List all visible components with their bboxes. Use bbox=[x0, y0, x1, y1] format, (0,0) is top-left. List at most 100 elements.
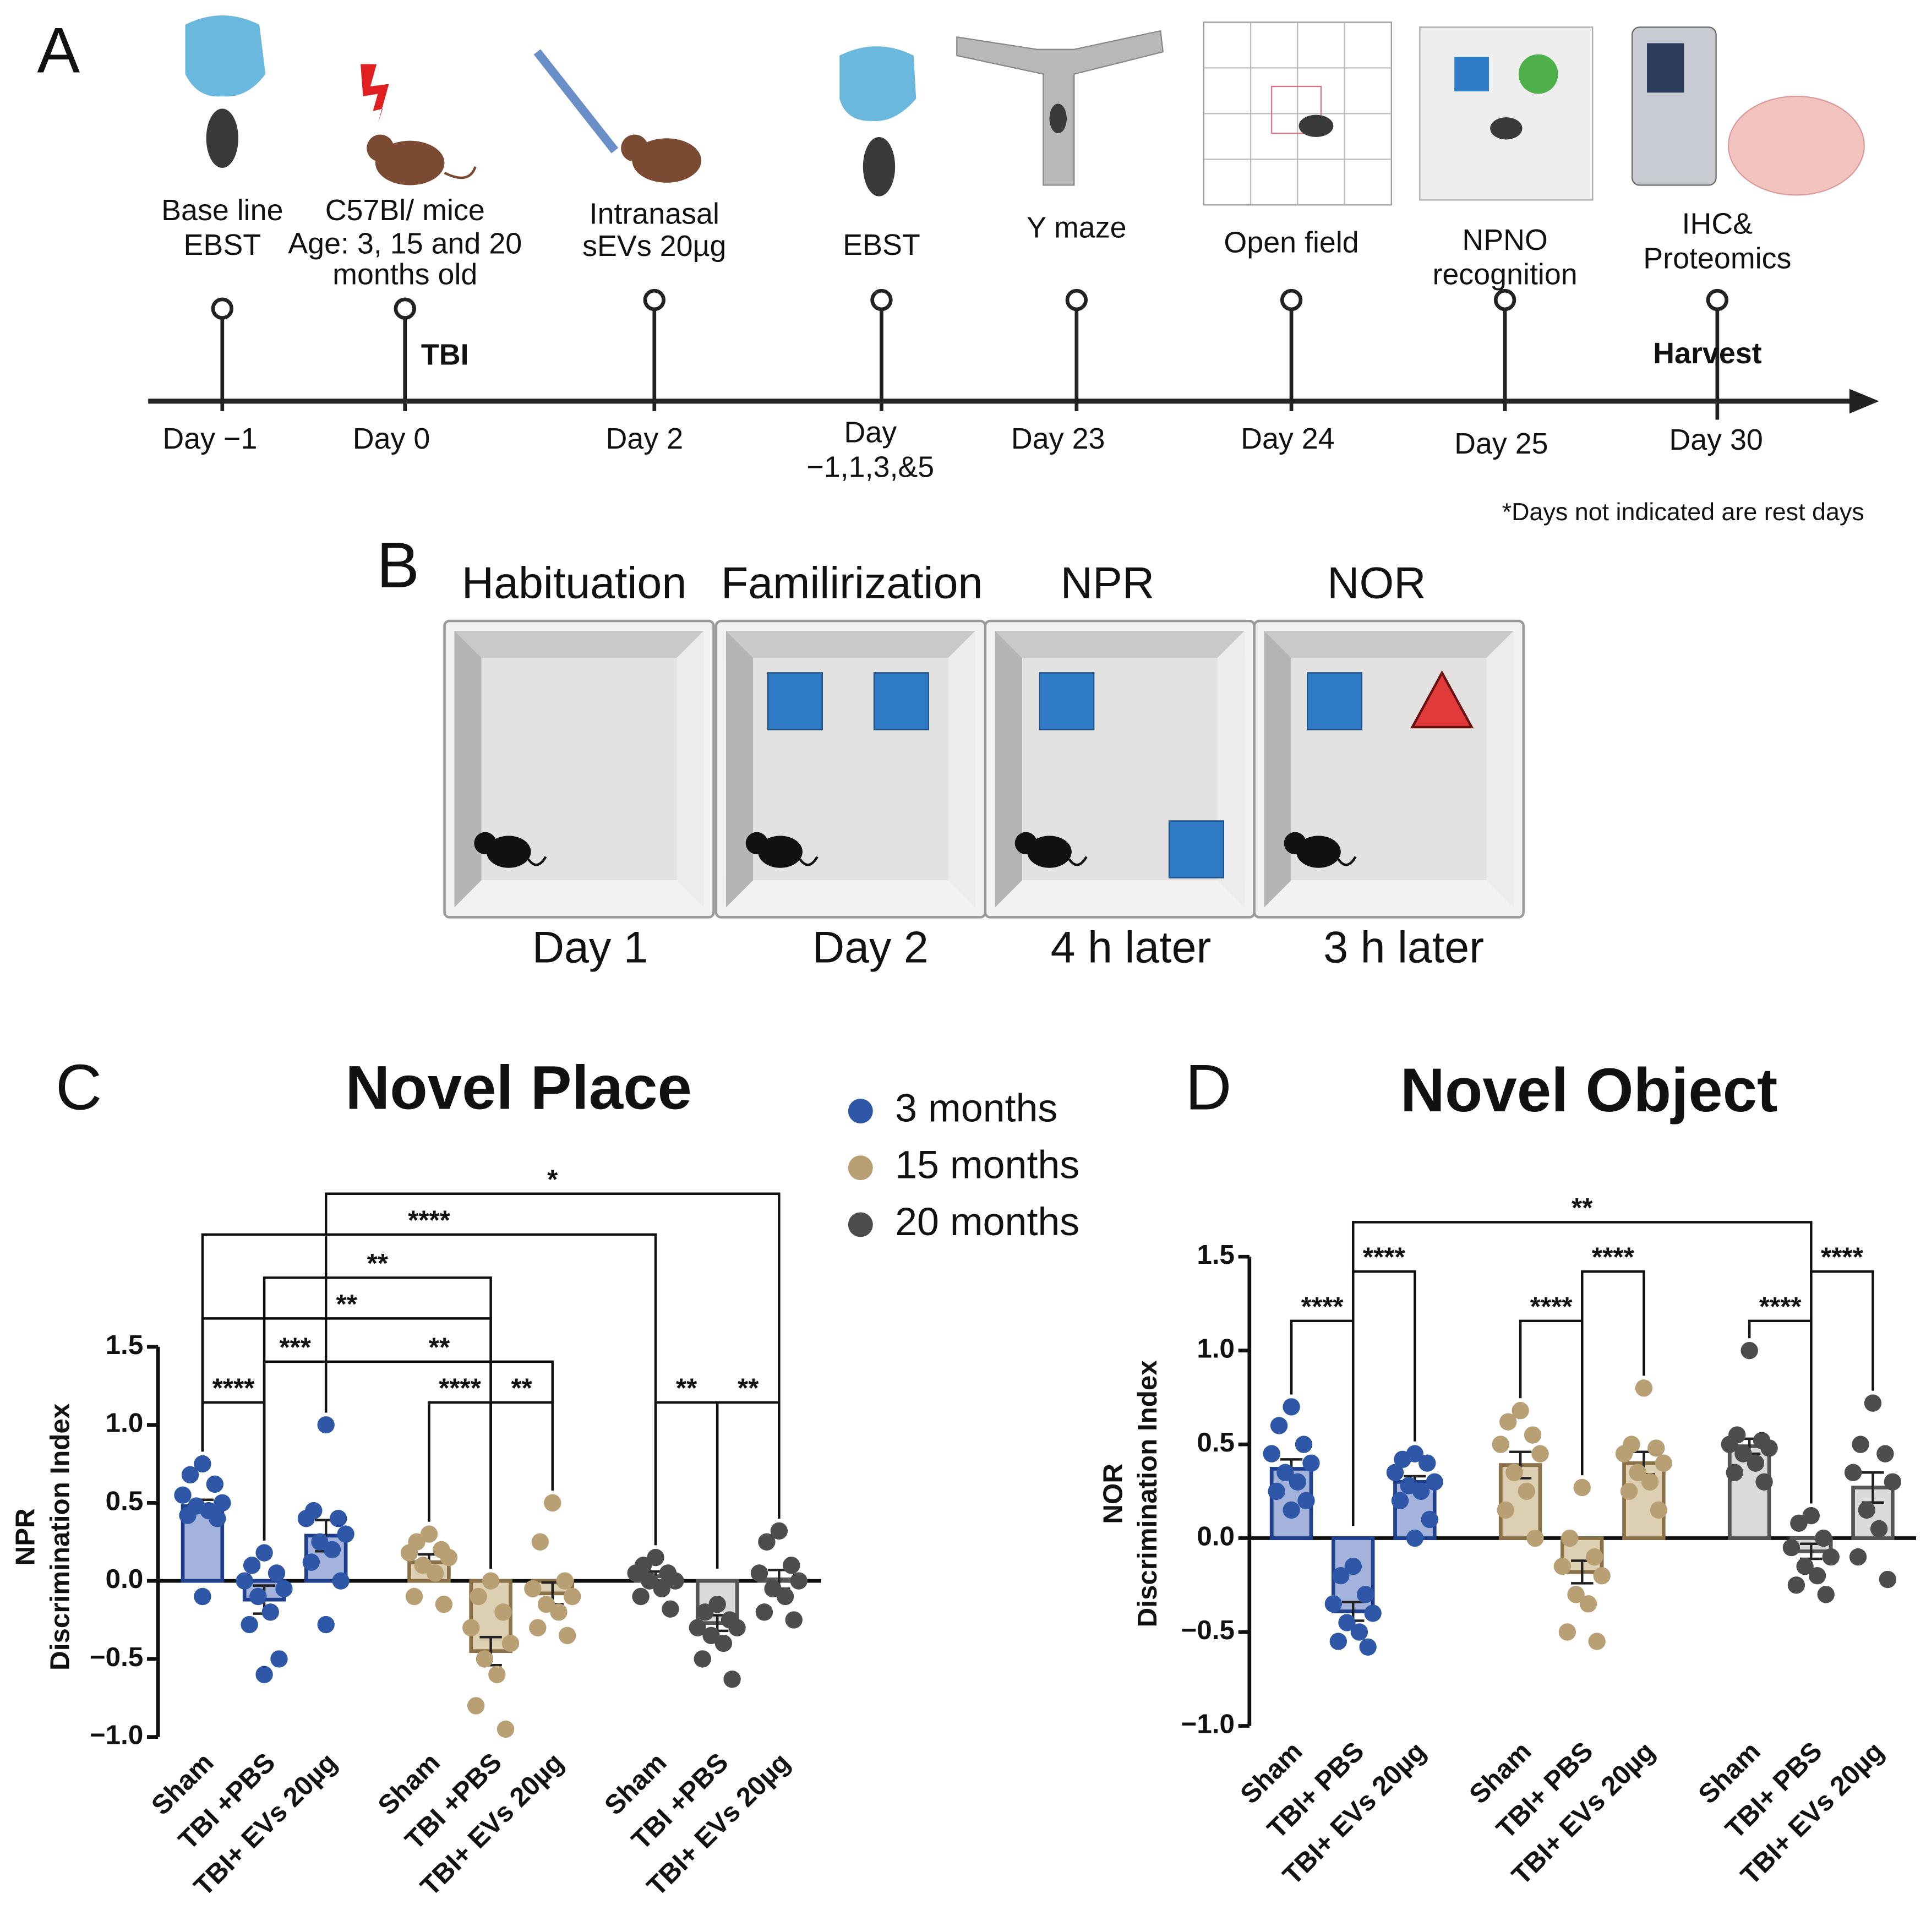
arena-wall bbox=[1217, 631, 1245, 908]
data-point bbox=[275, 1580, 293, 1598]
event-dot bbox=[1280, 288, 1303, 312]
timeline-arrow bbox=[1849, 389, 1879, 414]
data-point bbox=[179, 1507, 197, 1524]
data-point bbox=[632, 1587, 650, 1606]
significance-bracket bbox=[1351, 1221, 1813, 1504]
data-point bbox=[1876, 1445, 1894, 1462]
data-point bbox=[209, 1510, 226, 1527]
lightning bbox=[361, 64, 389, 124]
npno-box bbox=[1419, 26, 1594, 201]
data-point bbox=[1492, 1436, 1509, 1453]
stage-title: NOR bbox=[1327, 559, 1426, 608]
y-tick-label: 1.5 bbox=[106, 1330, 144, 1360]
event-dot bbox=[1065, 288, 1088, 312]
data-point bbox=[1553, 1557, 1572, 1575]
data-point bbox=[317, 1416, 335, 1434]
data-point bbox=[1359, 1638, 1377, 1656]
data-point bbox=[627, 1564, 645, 1582]
icons bbox=[185, 15, 1865, 206]
data-point bbox=[400, 1544, 418, 1562]
significance-bracket bbox=[201, 1233, 657, 1546]
day-label: Day 25 bbox=[1454, 427, 1548, 460]
instrument-panel bbox=[1647, 43, 1684, 93]
data-point bbox=[728, 1619, 746, 1636]
data-point bbox=[1650, 1501, 1668, 1519]
legend-marker bbox=[848, 1212, 873, 1237]
data-point bbox=[1295, 1436, 1313, 1453]
stage-footer: Day 2 bbox=[812, 923, 929, 972]
object bbox=[1307, 672, 1363, 730]
data-point bbox=[1332, 1567, 1350, 1585]
data-point bbox=[714, 1634, 733, 1652]
data-point bbox=[435, 1595, 453, 1613]
significance-label: **** bbox=[1821, 1242, 1864, 1273]
data-point bbox=[1276, 1464, 1294, 1481]
arena-wall bbox=[995, 631, 1245, 658]
event-dot bbox=[870, 288, 893, 312]
data-point bbox=[529, 1619, 547, 1636]
data-point bbox=[214, 1494, 231, 1512]
data-point bbox=[297, 1510, 315, 1527]
data-point bbox=[755, 1603, 773, 1621]
arena-wall bbox=[1264, 631, 1292, 908]
event-label: recognition bbox=[1432, 258, 1577, 291]
data-point bbox=[462, 1619, 480, 1636]
data-point bbox=[1531, 1445, 1549, 1462]
y-axis-label: Discrimination Index bbox=[1132, 1360, 1163, 1628]
stage-footer: 3 h later bbox=[1323, 923, 1484, 972]
event-dot bbox=[211, 297, 233, 320]
event-label: Y maze bbox=[1027, 211, 1126, 244]
mouse-head bbox=[621, 134, 648, 162]
event-marker: TBI bbox=[421, 338, 469, 371]
grid bbox=[1203, 22, 1392, 205]
y-tick-label: −0.5 bbox=[1181, 1615, 1235, 1645]
data-point bbox=[689, 1619, 706, 1636]
significance-label: **** bbox=[1530, 1291, 1573, 1322]
mouse-head bbox=[745, 832, 768, 855]
data-point bbox=[1386, 1464, 1404, 1481]
data-point bbox=[1426, 1473, 1443, 1491]
mouse-head bbox=[474, 832, 496, 855]
data-point bbox=[1647, 1439, 1665, 1457]
data-point bbox=[249, 1587, 267, 1606]
object bbox=[1039, 672, 1095, 730]
data-point bbox=[531, 1533, 549, 1551]
data-point bbox=[641, 1572, 658, 1590]
data-point bbox=[1283, 1398, 1300, 1416]
data-point bbox=[405, 1587, 423, 1606]
y-tick-label: 1.0 bbox=[1197, 1334, 1235, 1364]
y-tick-label: −1.0 bbox=[90, 1720, 143, 1750]
data-point bbox=[255, 1544, 273, 1562]
data-point bbox=[302, 1553, 320, 1571]
data-point bbox=[311, 1533, 329, 1551]
data-point bbox=[482, 1572, 500, 1590]
data-point bbox=[476, 1650, 494, 1668]
data-point bbox=[563, 1587, 581, 1606]
data-point bbox=[776, 1587, 794, 1606]
data-point bbox=[194, 1587, 211, 1606]
data-point bbox=[488, 1666, 506, 1683]
significance-label: **** bbox=[212, 1373, 255, 1403]
data-point bbox=[317, 1616, 335, 1634]
y-tick-label: 0.0 bbox=[106, 1564, 144, 1594]
day-label: Day 2 bbox=[606, 422, 684, 455]
data-point bbox=[1755, 1473, 1773, 1491]
significance-label: ** bbox=[336, 1289, 358, 1319]
data-point bbox=[1302, 1454, 1320, 1472]
data-point bbox=[1497, 1501, 1514, 1519]
day-label: −1,1,3,&5 bbox=[806, 450, 934, 483]
data-point bbox=[1512, 1402, 1529, 1420]
arena-wall bbox=[454, 631, 482, 908]
data-point bbox=[440, 1548, 458, 1567]
data-point bbox=[556, 1572, 574, 1590]
legend-label: 20 months bbox=[895, 1200, 1079, 1244]
data-point bbox=[696, 1603, 714, 1621]
arena-wall bbox=[676, 631, 704, 908]
data-point bbox=[1635, 1379, 1653, 1397]
data-point bbox=[194, 1455, 211, 1473]
event-label: C57Bl/ mice bbox=[325, 194, 485, 227]
legend-label: 15 months bbox=[895, 1143, 1079, 1187]
legend-label: 3 months bbox=[895, 1086, 1057, 1130]
y-tick-label: 0.5 bbox=[106, 1486, 144, 1516]
y-tick-label: 1.5 bbox=[1197, 1240, 1235, 1270]
